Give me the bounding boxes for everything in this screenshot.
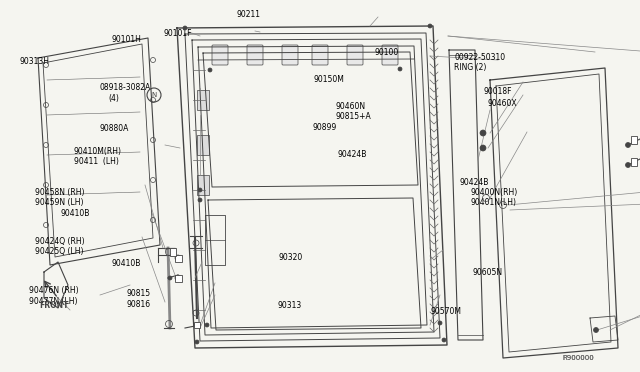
Text: 90477N (LH): 90477N (LH): [29, 297, 77, 306]
Text: R900000: R900000: [562, 355, 594, 361]
Circle shape: [480, 145, 486, 151]
Circle shape: [183, 26, 187, 30]
Text: 90460N: 90460N: [336, 102, 366, 110]
FancyBboxPatch shape: [247, 45, 263, 65]
Text: 90816: 90816: [127, 300, 151, 309]
Circle shape: [208, 68, 212, 72]
Bar: [197, 135, 209, 155]
Bar: [175, 254, 182, 262]
Text: FRONT: FRONT: [39, 301, 68, 310]
Text: 90410B: 90410B: [61, 209, 90, 218]
Text: 90411  (LH): 90411 (LH): [74, 157, 118, 166]
Text: 90100: 90100: [374, 48, 399, 57]
Text: 90460X: 90460X: [488, 99, 517, 108]
Text: 90605N: 90605N: [472, 268, 502, 277]
Text: 90458N (RH): 90458N (RH): [35, 188, 84, 197]
Bar: [631, 158, 637, 166]
Text: 00922-50310: 00922-50310: [454, 53, 506, 62]
FancyBboxPatch shape: [382, 45, 398, 65]
Bar: [170, 248, 176, 256]
Circle shape: [442, 338, 446, 342]
Text: 90424B: 90424B: [337, 150, 367, 159]
Text: 90150M: 90150M: [314, 76, 344, 84]
Text: 90815: 90815: [127, 289, 151, 298]
Text: 90410B: 90410B: [112, 259, 141, 268]
Circle shape: [175, 275, 181, 281]
Bar: [175, 275, 182, 282]
Circle shape: [168, 276, 172, 280]
Text: 90815+A: 90815+A: [336, 112, 372, 121]
Text: 90570M: 90570M: [430, 307, 461, 316]
FancyBboxPatch shape: [212, 45, 228, 65]
Text: 90320: 90320: [278, 253, 303, 262]
Bar: [631, 136, 637, 144]
Circle shape: [195, 340, 199, 344]
Bar: [197, 175, 209, 195]
Text: 90425Q (LH): 90425Q (LH): [35, 247, 84, 256]
FancyBboxPatch shape: [312, 45, 328, 65]
Circle shape: [198, 188, 202, 192]
Text: 90211: 90211: [237, 10, 261, 19]
Text: 90400N(RH): 90400N(RH): [470, 188, 518, 197]
Text: 90459N (LH): 90459N (LH): [35, 198, 84, 207]
Text: R900000: R900000: [562, 355, 594, 361]
Circle shape: [195, 323, 200, 327]
Text: 90899: 90899: [312, 123, 337, 132]
Text: 08918-3082A: 08918-3082A: [99, 83, 150, 92]
Circle shape: [625, 142, 630, 148]
Circle shape: [198, 198, 202, 202]
Text: 90424B: 90424B: [460, 178, 489, 187]
Text: 90018F: 90018F: [483, 87, 512, 96]
Circle shape: [398, 67, 402, 71]
Text: 90313H: 90313H: [19, 57, 49, 66]
Text: 90880A: 90880A: [99, 124, 129, 133]
Text: 90313: 90313: [277, 301, 301, 310]
Circle shape: [593, 327, 598, 333]
Circle shape: [428, 24, 432, 28]
Text: 90476N (RH): 90476N (RH): [29, 286, 79, 295]
FancyBboxPatch shape: [282, 45, 298, 65]
Circle shape: [205, 323, 209, 327]
Text: 90410M(RH): 90410M(RH): [74, 147, 122, 156]
FancyBboxPatch shape: [347, 45, 363, 65]
Text: 90401N(LH): 90401N(LH): [470, 198, 516, 207]
Text: 90101H: 90101H: [112, 35, 142, 44]
Circle shape: [438, 321, 442, 325]
Text: 90101F: 90101F: [163, 29, 192, 38]
Circle shape: [480, 130, 486, 136]
Bar: [194, 322, 200, 328]
Text: N: N: [152, 92, 157, 98]
Bar: [197, 90, 209, 110]
Circle shape: [625, 163, 630, 167]
Text: (4): (4): [109, 94, 120, 103]
Text: 90424Q (RH): 90424Q (RH): [35, 237, 85, 246]
Text: RING (2): RING (2): [454, 63, 487, 72]
Circle shape: [175, 255, 181, 261]
